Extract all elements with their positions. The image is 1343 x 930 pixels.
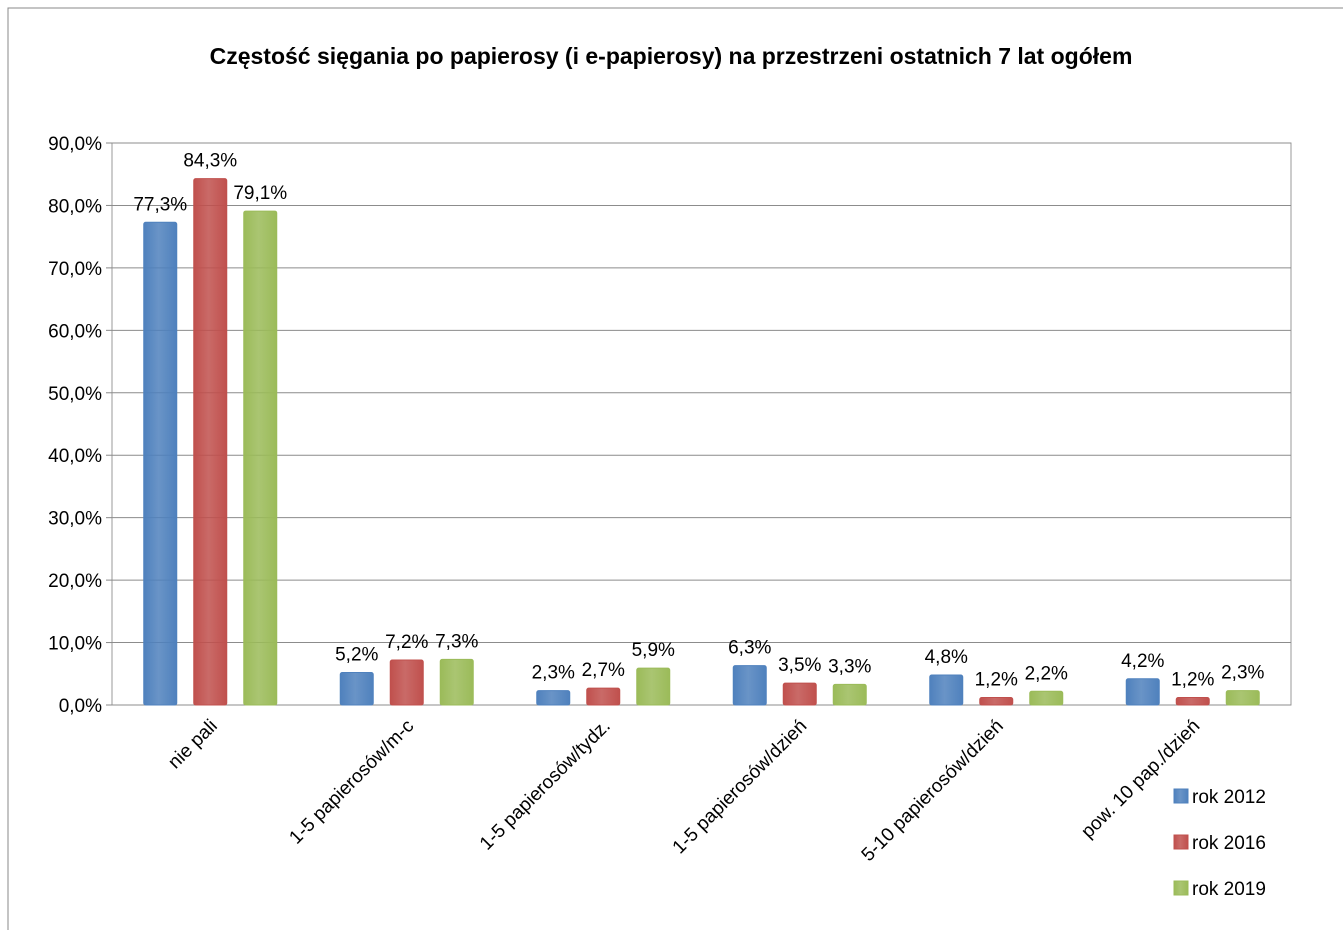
value-label: 5,2% <box>335 645 378 666</box>
bar <box>732 665 767 706</box>
bar <box>979 697 1014 706</box>
legend-label: rok 2019 <box>1192 879 1266 900</box>
y-tick-label: 70,0% <box>48 259 102 280</box>
value-label: 6,3% <box>728 638 771 659</box>
value-label: 3,3% <box>828 656 871 677</box>
chart-title: Częstość sięgania po papierosy (i e-papi… <box>209 43 1133 69</box>
bar <box>1175 697 1210 706</box>
bar <box>1029 690 1064 706</box>
y-tick-label: 40,0% <box>48 446 102 467</box>
value-label: 2,3% <box>532 663 575 684</box>
value-label: 4,2% <box>1121 651 1164 672</box>
bar <box>536 690 571 706</box>
value-label: 79,1% <box>233 183 287 204</box>
bar <box>243 210 278 706</box>
value-label: 3,5% <box>778 655 821 676</box>
legend-label: rok 2016 <box>1192 833 1266 854</box>
bar <box>782 682 817 706</box>
y-tick-label: 80,0% <box>48 196 102 217</box>
y-tick-label: 0,0% <box>59 696 102 717</box>
bar <box>389 659 424 706</box>
legend-swatch <box>1173 880 1189 896</box>
y-tick-label: 10,0% <box>48 634 102 655</box>
bar <box>143 221 178 706</box>
legend-label: rok 2012 <box>1192 787 1266 808</box>
bar <box>339 672 374 706</box>
value-label: 4,8% <box>925 647 968 668</box>
bar <box>1125 678 1160 706</box>
legend-swatch <box>1173 834 1189 850</box>
y-tick-label: 30,0% <box>48 509 102 530</box>
chart-border <box>7 7 1343 930</box>
value-label: 2,7% <box>582 660 625 681</box>
y-tick-label: 90,0% <box>48 134 102 155</box>
value-label: 7,2% <box>385 632 428 653</box>
bar <box>193 178 228 706</box>
y-tick-label: 50,0% <box>48 384 102 405</box>
legend-swatch <box>1173 788 1189 804</box>
value-label: 2,3% <box>1221 663 1264 684</box>
bar <box>636 667 671 706</box>
value-label: 1,2% <box>1171 670 1214 691</box>
bar <box>832 683 867 706</box>
bar <box>929 674 964 706</box>
value-label: 7,3% <box>435 631 478 652</box>
value-label: 5,9% <box>632 640 675 661</box>
value-label: 1,2% <box>975 670 1018 691</box>
value-label: 77,3% <box>133 194 187 215</box>
value-label: 84,3% <box>183 151 237 172</box>
bar <box>439 658 474 706</box>
y-tick-label: 20,0% <box>48 571 102 592</box>
y-tick-label: 60,0% <box>48 321 102 342</box>
bar <box>1225 690 1260 706</box>
value-label: 2,2% <box>1025 663 1068 684</box>
bar <box>586 687 621 706</box>
